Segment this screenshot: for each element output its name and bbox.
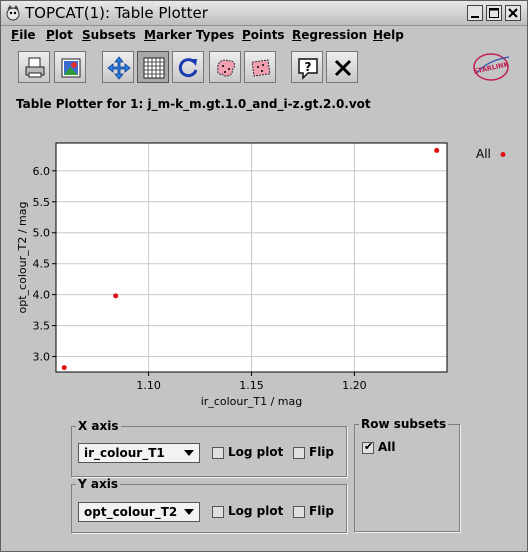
legend-entry-label: All xyxy=(476,147,491,161)
help-button[interactable]: ? xyxy=(291,51,323,83)
svg-text:?: ? xyxy=(305,60,312,74)
help-icon: ? xyxy=(298,58,318,80)
title-bar[interactable]: TOPCAT(1): Table Plotter xyxy=(1,1,527,26)
y-axis-column-select[interactable]: opt_colour_T2 xyxy=(78,502,200,522)
x-tick-label: 1.20 xyxy=(342,379,367,392)
close-button[interactable] xyxy=(326,51,358,83)
grid-icon xyxy=(143,57,165,79)
data-point xyxy=(61,365,67,371)
subset-from-region-icon xyxy=(217,59,236,77)
maximize-button[interactable] xyxy=(486,5,502,21)
y-log-plot-checkbox[interactable] xyxy=(212,506,224,518)
y-tick-label: 3.5 xyxy=(33,320,51,333)
x-log-plot-label: Log plot xyxy=(228,445,284,459)
y-flip-checkbox[interactable] xyxy=(293,506,305,518)
menu-file[interactable]: File xyxy=(11,28,36,42)
y-axis-panel: Y axis xyxy=(71,477,347,533)
replot-icon xyxy=(178,58,198,78)
maximize-icon xyxy=(489,8,499,18)
minimize-icon xyxy=(471,16,479,18)
legend-marker xyxy=(500,152,506,157)
y-tick-label: 4.5 xyxy=(33,258,51,271)
x-tick-label: 1.15 xyxy=(239,379,264,392)
window-close-icon xyxy=(508,8,518,18)
toolbar: ? xyxy=(1,47,527,89)
scatter-plot[interactable]: 1.10 1.15 1.20 3.0 3.5 4.0 4.5 5.0 5.5 6.0 ir_col… xyxy=(1,121,527,411)
data-point xyxy=(434,147,440,153)
print-icon xyxy=(25,57,45,78)
starlink-logo: STARLINK xyxy=(473,53,510,81)
row-subsets-legend: Row subsets xyxy=(361,417,447,431)
menu-plot[interactable]: Plot xyxy=(46,28,73,42)
y-tick-label: 5.5 xyxy=(33,196,51,209)
grid-toggle-button[interactable] xyxy=(137,51,169,83)
y-axis-label: opt_colour_T2 / mag xyxy=(16,202,29,314)
data-point xyxy=(113,293,119,299)
menu-bar: File Plot Subsets Marker Types Points Re… xyxy=(1,26,527,46)
x-axis-label: ir_colour_T1 / mag xyxy=(201,395,303,408)
export-image-button[interactable] xyxy=(54,51,86,83)
subset-all-label: All xyxy=(378,440,396,454)
window-close-button[interactable] xyxy=(505,5,521,21)
plot-grid xyxy=(56,143,447,372)
x-flip-checkbox[interactable] xyxy=(293,447,305,459)
menu-subsets[interactable]: Subsets xyxy=(82,28,136,42)
data-points xyxy=(61,147,440,371)
x-tick-label: 1.10 xyxy=(136,379,161,392)
chevron-down-icon xyxy=(184,509,194,515)
y-flip-label: Flip xyxy=(309,504,335,518)
x-axis-column-select[interactable]: ir_colour_T1 xyxy=(78,443,200,463)
subset-all-checkbox[interactable]: ✔ xyxy=(362,440,374,454)
axis-zoom-button[interactable] xyxy=(102,51,134,83)
x-axis-column-value: ir_colour_T1 xyxy=(84,446,165,460)
close-icon xyxy=(334,59,352,77)
window-title: TOPCAT(1): Table Plotter xyxy=(25,4,208,22)
export-image-icon xyxy=(61,58,81,78)
menu-points[interactable]: Points xyxy=(242,28,285,42)
x-axis-panel: X axis xyxy=(71,419,347,477)
y-axis-column-value: opt_colour_T2 xyxy=(84,505,178,519)
x-flip-label: Flip xyxy=(309,445,335,459)
y-log-plot-label: Log plot xyxy=(228,504,284,518)
plot-title: Table Plotter for 1: j_m-k_m.gt.1.0_and_… xyxy=(16,97,371,111)
y-tick-label: 4.0 xyxy=(33,289,51,302)
y-tick-label: 3.0 xyxy=(33,351,51,364)
menu-marker-types[interactable]: Marker Types xyxy=(144,28,235,42)
checkmark-icon: ✔ xyxy=(364,440,374,453)
subset-from-points-button[interactable] xyxy=(244,51,276,83)
topcat-app-icon xyxy=(6,5,20,21)
plot-legend: All xyxy=(476,147,506,161)
y-tick-label: 5.0 xyxy=(33,227,51,240)
row-subsets-panel: Row subsets xyxy=(354,417,460,532)
menu-regression[interactable]: Regression xyxy=(292,28,368,42)
x-log-plot-checkbox[interactable] xyxy=(212,447,224,459)
axis-zoom-icon xyxy=(107,56,131,80)
chevron-down-icon xyxy=(184,450,194,456)
subset-from-region-button[interactable] xyxy=(209,51,241,83)
y-axis-panel-legend: Y axis xyxy=(78,477,118,491)
x-axis-panel-legend: X axis xyxy=(78,419,119,433)
subset-from-points-icon xyxy=(251,59,271,77)
print-button[interactable] xyxy=(18,51,50,83)
minimize-button[interactable] xyxy=(467,5,483,21)
menu-help[interactable]: Help xyxy=(373,28,404,42)
y-tick-label: 6.0 xyxy=(33,165,51,178)
axis-ticks: 1.10 1.15 1.20 3.0 3.5 4.0 4.5 5.0 5.5 6.0 xyxy=(33,165,367,392)
replot-button[interactable] xyxy=(172,51,204,83)
